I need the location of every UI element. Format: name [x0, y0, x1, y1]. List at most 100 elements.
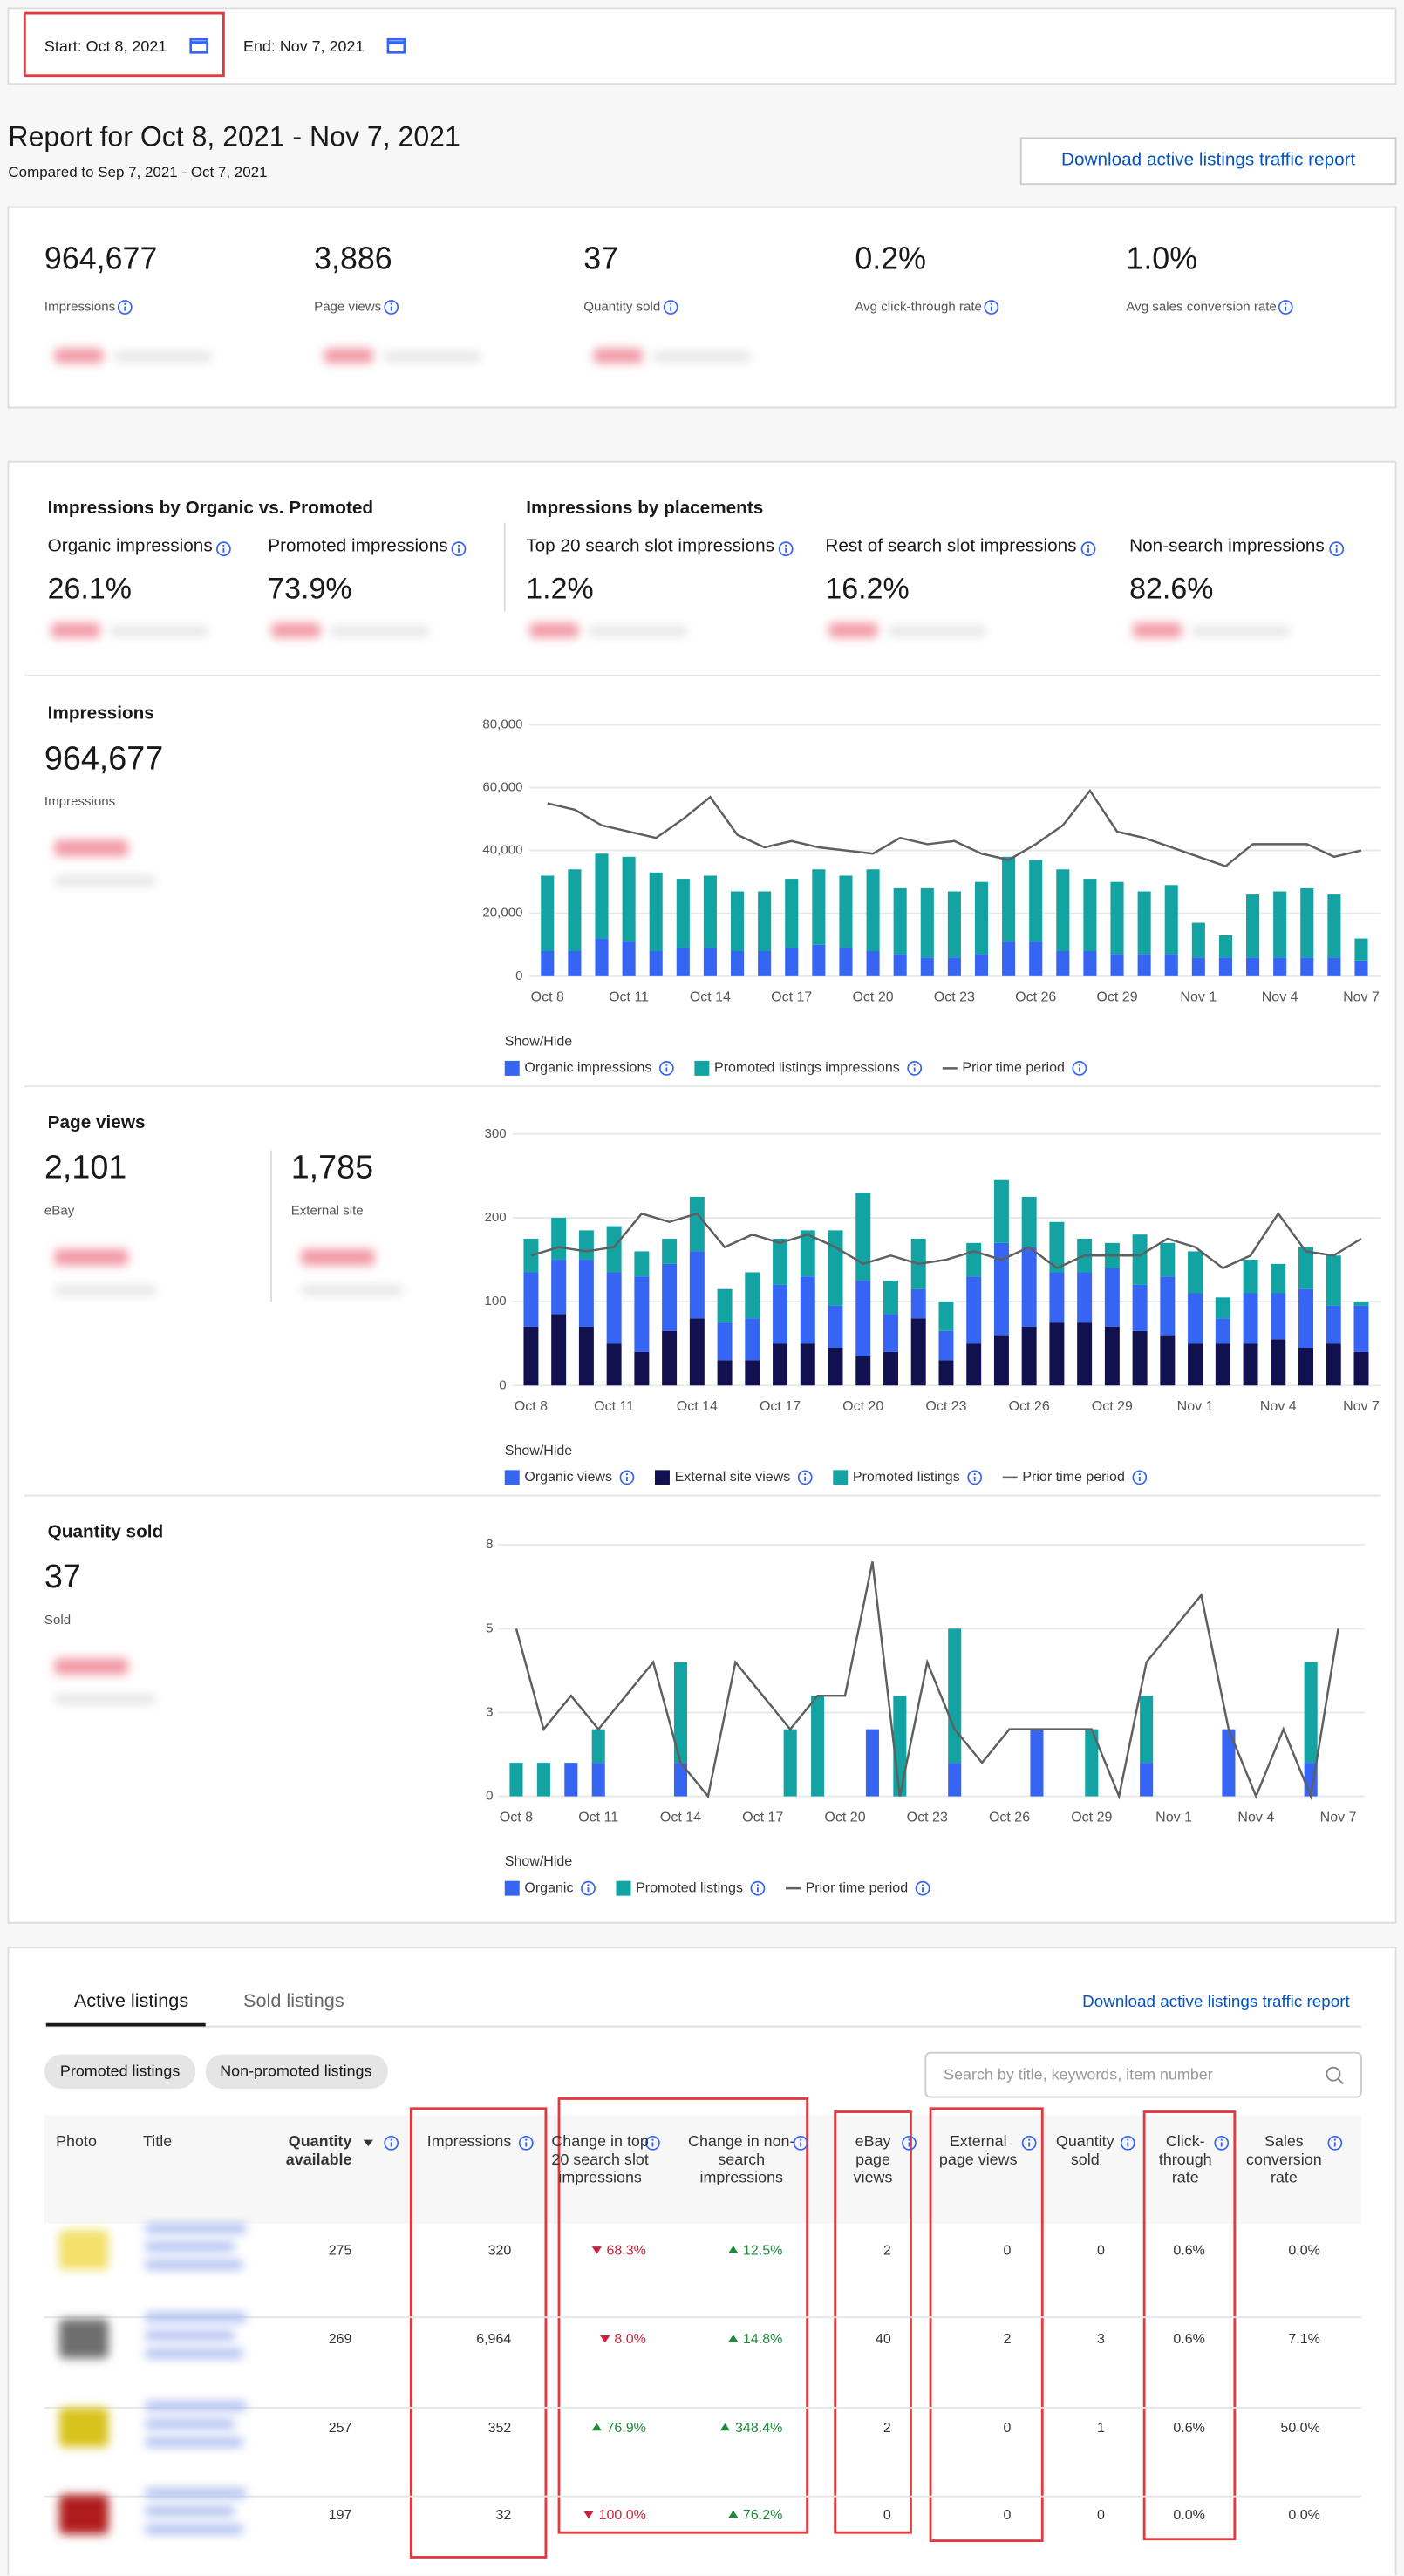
blurred-content: [144, 2260, 244, 2270]
x-tick-label: Oct 14: [677, 1398, 718, 1414]
blurred-content: [144, 2506, 235, 2517]
search-box[interactable]: [924, 2051, 1362, 2098]
start-date[interactable]: Start: Oct 8, 2021: [44, 37, 167, 57]
filter-pill[interactable]: [44, 2054, 196, 2090]
blurred-content: [54, 348, 104, 364]
info-icon: [216, 541, 231, 557]
bar-segment: [811, 1696, 825, 1797]
filter-pill[interactable]: [205, 2054, 388, 2090]
filter-label[interactable]: Non-promoted listings: [220, 2063, 372, 2082]
bar-segment: [662, 1330, 678, 1386]
info-ring: [581, 1880, 596, 1896]
info-dot: [625, 1472, 629, 1476]
trend-value: 12.5%: [742, 2241, 783, 2259]
bar-segment: [993, 1242, 1009, 1336]
bar-segment: [564, 1763, 578, 1797]
panel-label: External site: [290, 1203, 364, 1219]
bar-segment: [883, 1281, 898, 1315]
end-date[interactable]: End: Nov 7, 2021: [243, 37, 365, 57]
trend-value: 68.3%: [606, 2241, 646, 2259]
filter-label[interactable]: Promoted listings: [59, 2063, 181, 2082]
bar-segment: [1021, 1326, 1037, 1386]
download-link[interactable]: Download active listings traffic report: [1082, 1993, 1350, 2012]
x-tick-label: Oct 29: [1092, 1398, 1133, 1414]
bar-segment: [1218, 957, 1232, 976]
bar-segment: [509, 1763, 523, 1797]
legend-label: Promoted listings impressions: [714, 1060, 900, 1076]
y-tick-label: 200: [484, 1210, 506, 1225]
bar-segment: [1271, 1339, 1286, 1386]
info-ring: [1072, 1061, 1087, 1076]
bar-segment: [1304, 1662, 1318, 1764]
info-dot: [1220, 2138, 1223, 2141]
x-tick-label: Oct 29: [1096, 989, 1137, 1005]
bar-segment: [1271, 1293, 1286, 1340]
info-dot: [804, 1472, 807, 1476]
bar-segment: [1298, 1247, 1314, 1289]
info-dot: [1087, 544, 1090, 547]
info-dot: [1028, 2138, 1031, 2141]
metric-label: Impressions: [44, 299, 116, 315]
bar-segment: [1085, 1729, 1099, 1797]
cell-value: 0: [1003, 2418, 1012, 2436]
download-link[interactable]: Download active listings traffic report: [1060, 150, 1356, 170]
trend-arrow: [728, 2246, 739, 2253]
charts-box: [7, 460, 1397, 1924]
column-header: Photo: [56, 2133, 97, 2151]
bar-segment: [893, 1696, 907, 1797]
y-tick-label: 40,000: [482, 843, 522, 858]
bar-segment: [622, 941, 636, 976]
x-tick-label: Oct 14: [660, 1809, 701, 1825]
x-tick-label: Oct 17: [771, 989, 812, 1005]
tab-active[interactable]: Active listings: [73, 1992, 189, 2012]
download-button[interactable]: [1019, 137, 1397, 186]
info-dot: [1127, 2138, 1129, 2141]
trend-arrow: [600, 2335, 610, 2343]
share-label: Promoted impressions: [268, 536, 448, 556]
bar-segment: [1191, 922, 1205, 958]
info-dot: [457, 544, 460, 547]
info-dot: [525, 2138, 528, 2141]
search-placeholder: Search by title, keywords, item number: [944, 2066, 1213, 2085]
blurred-content: [301, 1248, 375, 1266]
y-tick-label: 8: [486, 1537, 493, 1552]
bar-segment: [541, 875, 555, 951]
trend-value: 100.0%: [598, 2505, 646, 2523]
info-ring: [750, 1880, 766, 1896]
bar-segment: [591, 1763, 605, 1797]
y-tick-label: 3: [486, 1704, 493, 1719]
info-ring: [967, 1470, 983, 1485]
bar-segment: [1137, 891, 1151, 955]
x-tick-label: Nov 1: [1155, 1809, 1192, 1825]
x-tick-label: Oct 8: [500, 1809, 533, 1825]
bar-segment: [893, 887, 907, 955]
bar-segment: [1002, 856, 1016, 942]
y-tick-label: 80,000: [482, 717, 522, 731]
bar-segment: [883, 1314, 898, 1352]
metric-value: 37: [583, 242, 619, 277]
bar-segment: [839, 875, 853, 948]
bar-segment: [622, 856, 636, 942]
summary-box: [7, 206, 1397, 409]
bar-segment: [1049, 1322, 1065, 1386]
x-tick-label: Oct 26: [1009, 1398, 1050, 1414]
info-icon: [645, 2135, 660, 2151]
bar-segment: [745, 1318, 760, 1361]
bar-segment: [1132, 1234, 1148, 1285]
column-header: Change in non-search impressions: [688, 2133, 795, 2188]
blurred-content: [828, 622, 878, 638]
highlight: [1142, 2110, 1237, 2541]
bar-segment: [893, 954, 907, 976]
info-ring: [658, 1061, 674, 1076]
bar-segment: [920, 887, 934, 958]
tab[interactable]: Sold listings: [243, 1992, 344, 2012]
info-icon: [797, 1470, 813, 1485]
panel-label: Sold: [44, 1612, 72, 1628]
x-tick-label: Oct 20: [824, 1809, 865, 1825]
info-ring: [518, 2135, 534, 2151]
bar-segment: [1132, 1330, 1148, 1386]
blurred-content: [144, 2437, 244, 2448]
blurred-content: [888, 626, 987, 636]
bar-segment: [1326, 1255, 1341, 1306]
